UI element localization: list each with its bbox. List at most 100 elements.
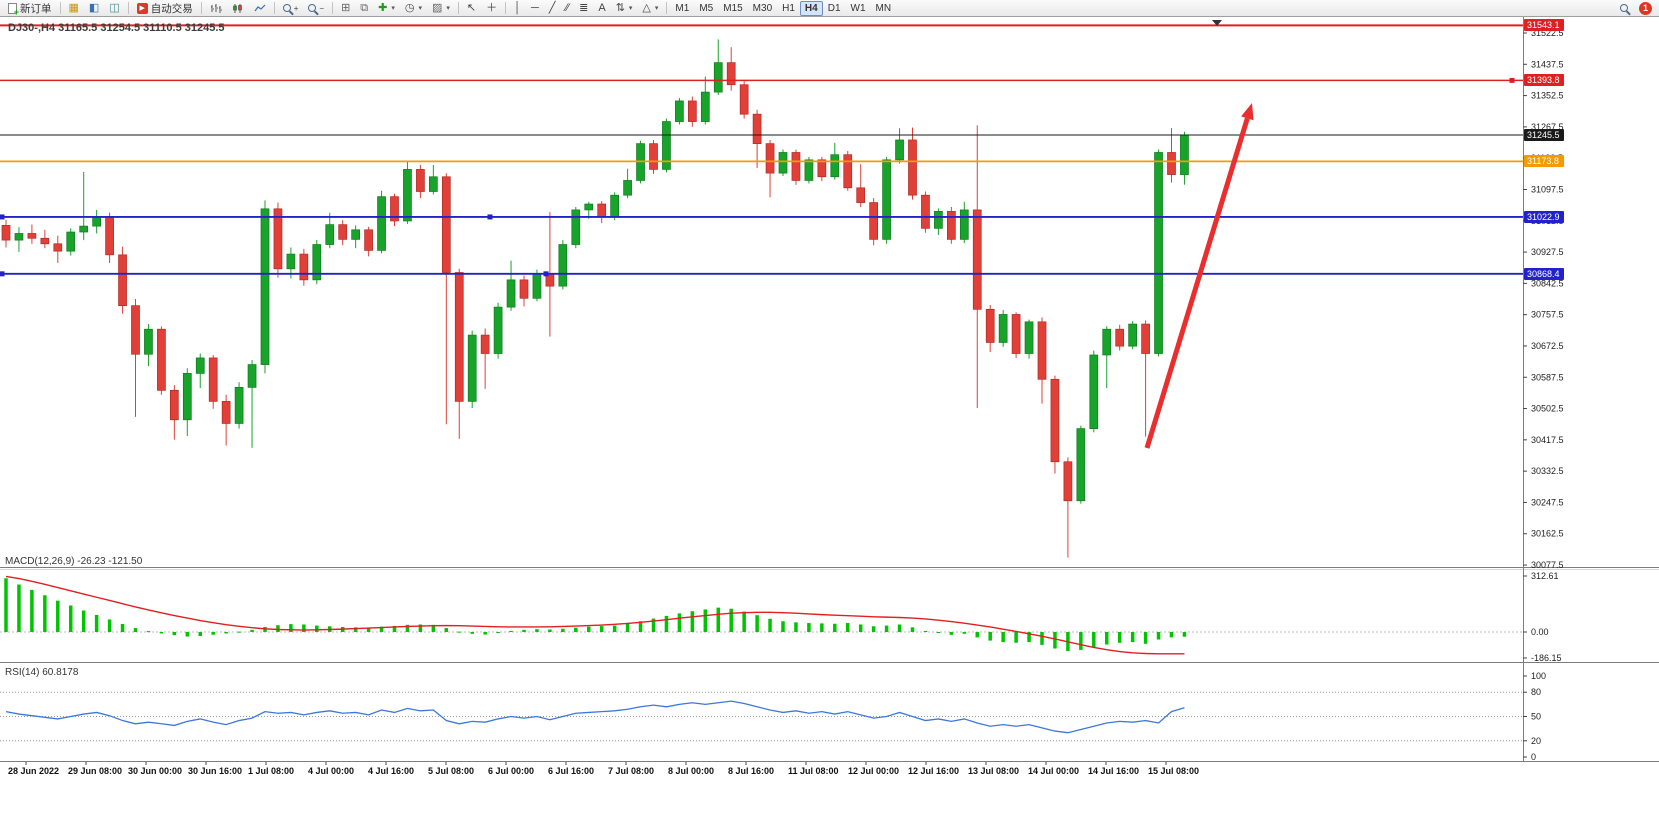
macd-histogram-bar <box>949 632 954 635</box>
macd-histogram-bar <box>690 611 695 632</box>
macd-label: MACD(12,26,9) -26.23 -121.50 <box>5 556 143 567</box>
templates-button[interactable]: ▨ ▾ <box>427 1 455 16</box>
macd-histogram-bar <box>1040 632 1044 645</box>
autotrading-button[interactable]: ▶ 自动交易 <box>132 1 198 16</box>
macd-histogram-bar <box>625 623 630 632</box>
macd-histogram-bar <box>599 626 604 632</box>
rsi-axis-label: 20 <box>1531 736 1541 746</box>
candle <box>558 244 568 287</box>
rsi-axis-label: 80 <box>1531 687 1541 697</box>
cursor-button[interactable]: ↖ <box>462 1 481 16</box>
navigator-button[interactable]: ◫ <box>104 1 124 16</box>
market-watch-button[interactable]: ▦ <box>64 1 84 16</box>
price-axis-label: 31097.5 <box>1531 184 1564 194</box>
rsi-label: RSI(14) 60.8178 <box>5 667 79 678</box>
zoom-in-button[interactable]: + <box>278 1 304 16</box>
macd-histogram-bar <box>910 627 915 632</box>
candle <box>1050 378 1060 463</box>
macd-histogram-bar <box>794 622 798 632</box>
macd-layer <box>4 578 1187 651</box>
candle <box>571 209 581 245</box>
macd-histogram-bar <box>457 631 461 633</box>
macd-histogram-bar <box>858 624 863 632</box>
rsi-axis-label: 100 <box>1531 671 1546 681</box>
zoom-out-button[interactable]: − <box>303 1 329 16</box>
period-icon: ◷ <box>404 1 415 14</box>
macd-histogram-bar <box>988 632 992 641</box>
chart-canvas[interactable]: 31522.531437.531352.531267.531182.531097… <box>0 17 1659 827</box>
candle <box>830 154 840 178</box>
search-button[interactable] <box>1615 1 1633 16</box>
timeframe-h1-button[interactable]: H1 <box>777 1 800 16</box>
new-order-button[interactable]: 新订单 <box>3 1 57 17</box>
macd-histogram-bar <box>561 628 565 632</box>
time-axis-label: 11 Jul 08:00 <box>788 766 839 776</box>
fibonacci-button[interactable]: ≣ <box>574 1 593 16</box>
candle <box>895 139 904 161</box>
text-button[interactable]: A <box>593 1 610 16</box>
candle <box>985 308 995 343</box>
timeframe-m5-button[interactable]: M5 <box>694 1 718 16</box>
notification-badge[interactable]: 1 <box>1639 1 1652 15</box>
dropdown-arrow-icon: ▾ <box>654 5 659 12</box>
line-chart-button[interactable] <box>249 1 271 16</box>
arrows-button[interactable]: ⇅ ▾ <box>611 1 638 16</box>
macd-histogram-bar <box>302 624 306 632</box>
channel-button[interactable]: ∕∕ <box>560 1 574 16</box>
tile-windows-button[interactable]: ⊞ <box>336 1 355 16</box>
price-axis-label: 31522.5 <box>1531 28 1564 38</box>
macd-histogram-bar <box>1169 632 1174 638</box>
indicators-button[interactable]: ✚ ▾ <box>373 1 400 16</box>
candle <box>14 233 24 241</box>
vertical-line-button[interactable]: │ <box>509 1 526 16</box>
candle <box>312 244 322 281</box>
candle <box>843 154 853 189</box>
shapes-icon: △ <box>642 1 651 14</box>
cascade-windows-button[interactable]: ⧉ <box>355 1 373 16</box>
macd-histogram-bar <box>846 623 850 632</box>
macd-axis-label: 312.61 <box>1531 571 1559 581</box>
price-level-tag: 31173.8 <box>1524 155 1564 168</box>
line-chart-icon <box>254 4 266 11</box>
trendline-button[interactable]: ╱ <box>544 1 561 16</box>
macd-histogram-bar <box>4 578 8 632</box>
macd-histogram-bar <box>353 627 358 632</box>
timeframe-m15-button[interactable]: M15 <box>718 1 747 16</box>
timeframe-mn-button[interactable]: MN <box>871 1 897 16</box>
fibonacci-icon: ≣ <box>579 1 589 14</box>
candlestick-button[interactable] <box>227 1 249 16</box>
timeframe-d1-button[interactable]: D1 <box>823 1 846 16</box>
candle <box>131 305 140 355</box>
timeframe-h4-button[interactable]: H4 <box>799 0 823 16</box>
price-axis-label: 30502.5 <box>1531 404 1564 414</box>
market-watch-icon: ▦ <box>68 1 79 14</box>
zoom-in-icon <box>282 4 291 12</box>
period-button[interactable]: ◷ ▾ <box>400 1 427 16</box>
bar-chart-button[interactable] <box>205 1 227 16</box>
chart-shift-marker[interactable] <box>1212 20 1222 26</box>
timeframe-w1-button[interactable]: W1 <box>846 1 871 16</box>
macd-histogram-bar <box>470 632 474 634</box>
candle <box>247 364 257 388</box>
candle <box>946 211 956 240</box>
price-axis-label: 31352.5 <box>1531 91 1564 101</box>
autotrading-label: 自动交易 <box>150 2 193 15</box>
timeframe-m1-button[interactable]: M1 <box>670 1 694 16</box>
macd-histogram-bar <box>198 632 202 636</box>
candle <box>144 328 153 355</box>
data-window-button[interactable]: ◧ <box>84 1 104 16</box>
time-axis-label: 14 Jul 00:00 <box>1028 766 1079 776</box>
crosshair-button[interactable]: ＋ <box>481 1 502 16</box>
candle <box>765 143 775 174</box>
shapes-button[interactable]: △ ▾ <box>637 1 663 16</box>
price-axis-label: 30757.5 <box>1531 310 1564 320</box>
time-axis-label: 12 Jul 16:00 <box>908 766 959 776</box>
candle <box>1063 461 1073 502</box>
macd-histogram-bar <box>548 629 552 632</box>
candle <box>429 176 438 192</box>
arrows-icon: ⇅ <box>615 1 625 14</box>
timeframe-m30-button[interactable]: M30 <box>748 1 777 16</box>
horizontal-line-button[interactable]: ─ <box>526 1 544 16</box>
macd-axis-label: -186.15 <box>1531 653 1562 663</box>
price-axis-label: 30417.5 <box>1531 435 1564 445</box>
